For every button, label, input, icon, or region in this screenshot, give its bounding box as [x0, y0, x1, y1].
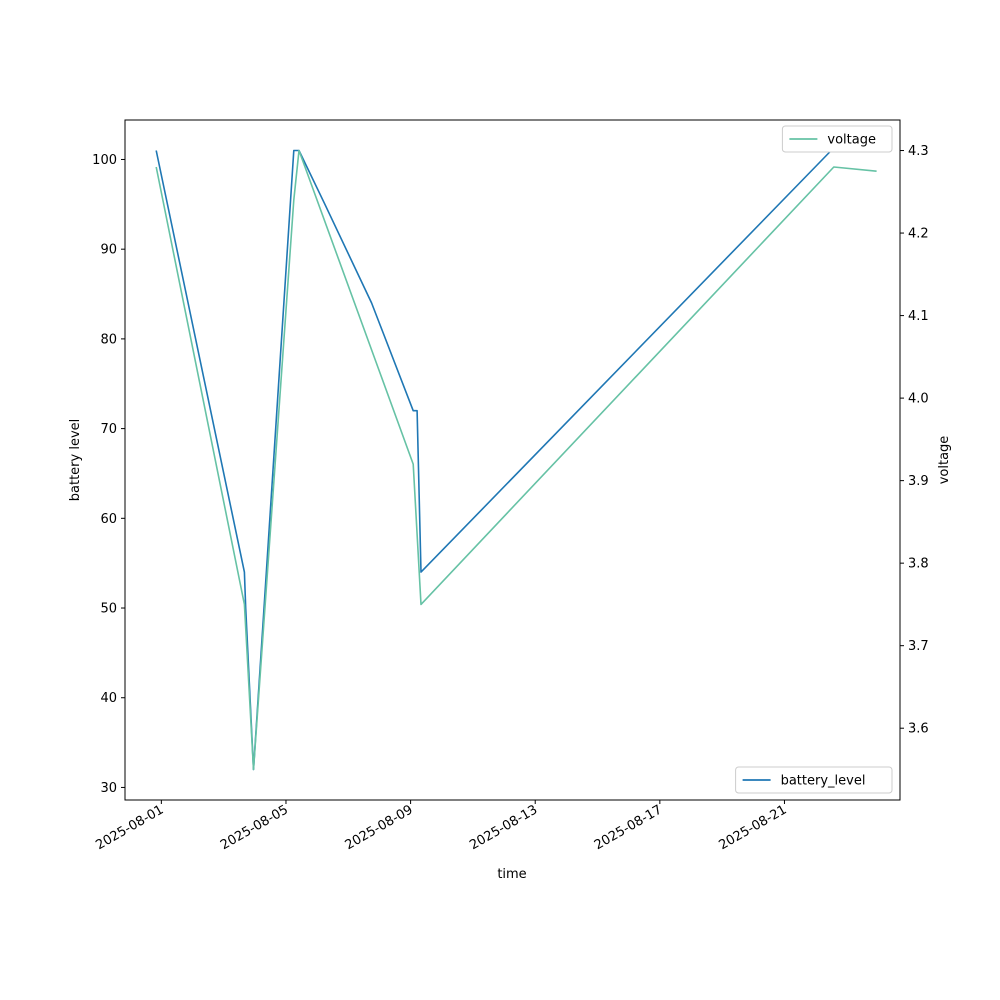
legend-box-voltage	[781, 125, 893, 153]
legend-label-voltage: voltage	[827, 133, 876, 148]
series-line-voltage	[155, 149, 877, 771]
y-left-tick-label: 30	[100, 781, 117, 796]
y-right-tick-label: 3.9	[908, 474, 929, 489]
legend-layer: voltage battery_level	[735, 125, 893, 794]
series-line-battery_level	[155, 149, 877, 771]
plot-frame	[124, 119, 901, 801]
y-right-tick-label: 4.3	[908, 144, 929, 159]
y-right-tick-label: 3.6	[908, 722, 929, 737]
y-right-tick-label: 3.7	[908, 639, 929, 654]
y-axis-right-label: voltage	[937, 436, 952, 485]
y-right-tick-label: 4.1	[908, 309, 929, 324]
x-tick-label: 2025-08-09	[343, 802, 416, 853]
y-left-tick-label: 90	[100, 243, 117, 258]
y-left-tick-label: 60	[100, 512, 117, 527]
legend-box-battery_level	[735, 766, 893, 794]
x-tick-label: 2025-08-13	[467, 802, 540, 853]
y-left-tick-label: 40	[100, 691, 117, 706]
y-left-tick-label: 100	[92, 153, 117, 168]
y-right-tick-label: 4.2	[908, 227, 929, 242]
y-right-tick-label: 4.0	[908, 392, 929, 407]
x-tick-label: 2025-08-01	[93, 802, 166, 853]
x-tick-label: 2025-08-05	[218, 802, 291, 853]
x-tick-label: 2025-08-21	[717, 802, 790, 853]
x-tick-label: 2025-08-17	[592, 802, 665, 853]
legend-label-battery_level: battery_level	[781, 774, 866, 789]
y-left-tick-label: 50	[100, 602, 117, 617]
axes-layer: 30 40 50 60 70 80 90 100 3.6 3.7 3.8 3.9 4.0 4.1 4.2 4.…	[92, 119, 929, 853]
y-left-tick-label: 70	[100, 422, 117, 437]
y-left-tick-label: 80	[100, 332, 117, 347]
series-layer	[155, 149, 877, 771]
y-right-tick-label: 3.8	[908, 557, 929, 572]
y-axis-left-label: battery level	[68, 419, 83, 502]
x-axis-label: time	[497, 867, 526, 882]
